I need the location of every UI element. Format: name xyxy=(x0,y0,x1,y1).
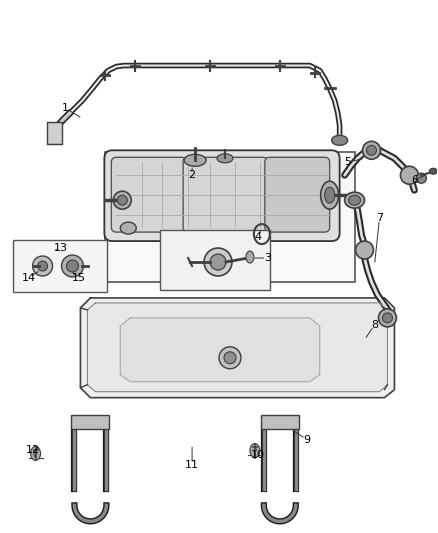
FancyBboxPatch shape xyxy=(104,150,339,241)
Ellipse shape xyxy=(204,248,232,276)
Ellipse shape xyxy=(378,309,396,327)
FancyBboxPatch shape xyxy=(160,230,270,290)
Ellipse shape xyxy=(184,154,206,166)
Text: 15: 15 xyxy=(71,273,85,283)
Ellipse shape xyxy=(32,256,53,276)
Text: 8: 8 xyxy=(371,320,378,330)
Ellipse shape xyxy=(117,195,127,205)
Ellipse shape xyxy=(367,146,377,155)
FancyBboxPatch shape xyxy=(111,157,186,232)
Text: 1: 1 xyxy=(62,103,69,114)
Ellipse shape xyxy=(219,347,241,369)
FancyBboxPatch shape xyxy=(71,415,110,429)
Ellipse shape xyxy=(246,251,254,263)
Ellipse shape xyxy=(356,241,374,259)
Ellipse shape xyxy=(61,255,83,277)
Ellipse shape xyxy=(217,154,233,163)
Ellipse shape xyxy=(349,195,360,205)
Ellipse shape xyxy=(345,192,364,208)
Ellipse shape xyxy=(120,222,136,234)
Ellipse shape xyxy=(417,173,426,183)
Ellipse shape xyxy=(325,187,335,203)
Text: 13: 13 xyxy=(53,243,67,253)
Text: 5: 5 xyxy=(344,157,351,167)
Ellipse shape xyxy=(31,447,41,461)
Ellipse shape xyxy=(321,181,339,209)
Ellipse shape xyxy=(38,261,48,271)
FancyBboxPatch shape xyxy=(183,157,268,232)
Text: 3: 3 xyxy=(265,253,272,263)
Text: 4: 4 xyxy=(254,232,261,242)
FancyBboxPatch shape xyxy=(265,157,330,232)
FancyBboxPatch shape xyxy=(106,152,355,282)
Polygon shape xyxy=(88,303,388,392)
FancyBboxPatch shape xyxy=(261,415,299,429)
Ellipse shape xyxy=(382,313,392,323)
Ellipse shape xyxy=(429,168,437,174)
Ellipse shape xyxy=(332,135,348,146)
Text: 14: 14 xyxy=(21,273,35,283)
Ellipse shape xyxy=(400,166,418,184)
FancyBboxPatch shape xyxy=(46,123,63,144)
Text: 2: 2 xyxy=(188,170,196,180)
Text: 11: 11 xyxy=(185,461,199,471)
Ellipse shape xyxy=(363,141,381,159)
Ellipse shape xyxy=(210,254,226,270)
Ellipse shape xyxy=(224,352,236,364)
Text: 10: 10 xyxy=(251,449,265,459)
Text: 7: 7 xyxy=(376,213,383,223)
FancyBboxPatch shape xyxy=(13,240,107,292)
Text: 12: 12 xyxy=(25,445,40,455)
Polygon shape xyxy=(120,318,320,382)
Ellipse shape xyxy=(113,191,131,209)
Ellipse shape xyxy=(67,260,78,272)
Text: 6: 6 xyxy=(411,175,418,185)
Text: 9: 9 xyxy=(303,434,310,445)
Ellipse shape xyxy=(250,443,260,457)
Polygon shape xyxy=(81,298,395,398)
